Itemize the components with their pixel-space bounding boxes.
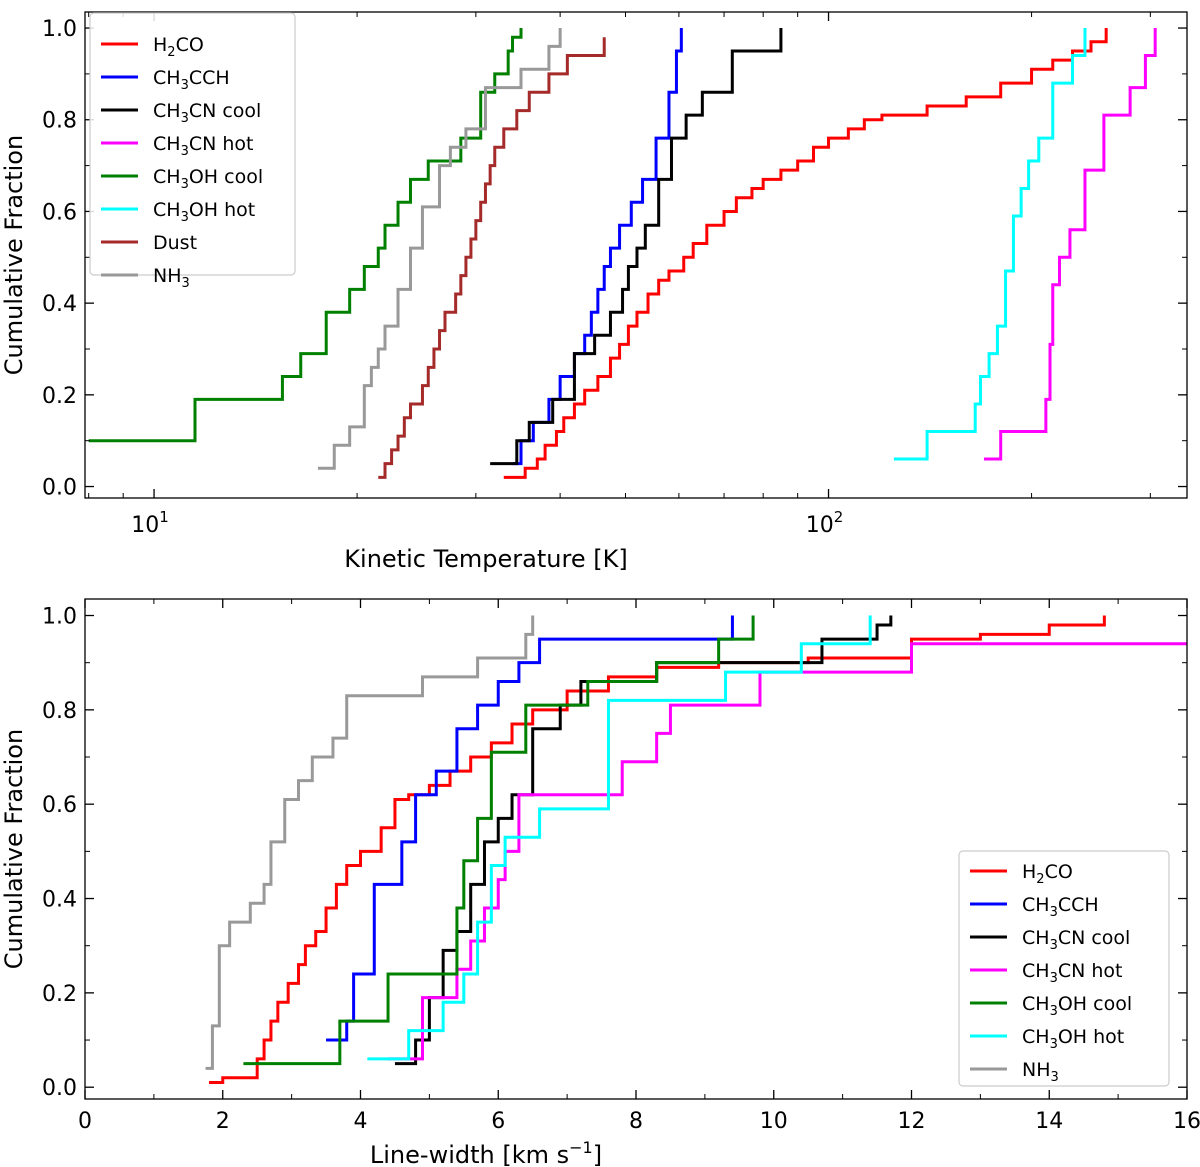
bottom-x-tick-label: 12 (898, 1109, 926, 1134)
bottom-y-tick-label: 0.4 (42, 888, 77, 913)
bottom-x-axis-label: Line-width [km s−1] (370, 1138, 602, 1167)
bottom-x-tick-label: 14 (1035, 1109, 1063, 1134)
bottom-legend-label: CH3OH hot (1022, 1026, 1124, 1052)
top-legend-label: CH3OH hot (153, 199, 255, 225)
bottom-y-tick-label: 0.8 (42, 699, 77, 724)
bottom-legend-box (958, 850, 1170, 1087)
bottom-x-tick-label: 0 (78, 1109, 92, 1134)
top-series-ch3cch (512, 28, 683, 466)
top-legend-entry-h2co: H2CO (101, 34, 204, 60)
top-legend-entry-ch3cch: CH3CCH (101, 67, 230, 93)
top-series-dust (378, 37, 606, 479)
bottom-x-tick-label: 6 (491, 1109, 505, 1134)
top-legend: H2CO CH3CCH CH3CN cool CH3CN hot CH3OH cool C… (89, 12, 296, 291)
bottom-x-tick-label: 10 (760, 1109, 788, 1134)
bottom-series-group (205, 615, 1187, 1084)
top-x-axis-label: Kinetic Temperature [K] (344, 545, 627, 573)
bottom-x-tick-label: 4 (354, 1109, 368, 1134)
bottom-legend-entry-ch3oh-hot: CH3OH hot (970, 1026, 1124, 1052)
bottom-legend-label: CH3OH cool (1022, 993, 1132, 1019)
bottom-legend-entry-ch3cch: CH3CCH (970, 894, 1099, 920)
bottom-panel-line-width: 0.0 0.2 0.4 0.6 0.8 1.0 0 2 4 6 8 10 12 14 16 Line-widt… (0, 598, 1200, 1167)
top-series-ch3cn-hot (983, 28, 1157, 461)
bottom-series-nh3 (205, 615, 535, 1070)
top-y-axis-label: Cumulative Fraction (0, 135, 28, 375)
top-y-tick-label: 0.4 (42, 292, 77, 317)
top-series-nh3 (317, 28, 562, 470)
top-legend-entry-ch3oh-cool: CH3OH cool (101, 166, 263, 192)
bottom-x-tick-label: 8 (629, 1109, 643, 1134)
bottom-series-ch3oh-cool (243, 615, 755, 1066)
top-legend-entry-ch3cn-hot: CH3CN hot (101, 133, 253, 159)
top-y-tick-label: 0.0 (42, 476, 77, 501)
top-y-tick-label: 0.6 (42, 200, 77, 225)
top-legend-label: CH3CN hot (153, 133, 253, 159)
top-x-tick-label: 102 (806, 508, 844, 538)
bottom-legend-label: CH3CCH (1022, 894, 1099, 920)
bottom-legend-label: NH3 (1022, 1059, 1059, 1085)
top-legend-label: CH3OH cool (153, 166, 263, 192)
bottom-legend-label: CH3CN hot (1022, 960, 1122, 986)
bottom-series-ch3cch (326, 615, 734, 1042)
top-legend-box (89, 12, 296, 276)
top-axes-frame (84, 11, 1188, 499)
top-legend-label: Dust (153, 232, 197, 254)
bottom-y-tick-label: 0.0 (42, 1076, 77, 1101)
top-legend-label: CH3CN cool (153, 100, 261, 126)
top-y-tick-label: 1.0 (42, 17, 77, 42)
top-legend-entry-ch3oh-hot: CH3OH hot (101, 199, 255, 225)
bottom-legend-entry-h2co: H2CO (970, 861, 1073, 887)
top-legend-entry-nh3: NH3 (101, 265, 190, 291)
top-legend-label: CH3CCH (153, 67, 230, 93)
top-legend-label: H2CO (153, 34, 204, 60)
top-panel-kinetic-temperature: 0.0 0.2 0.4 0.6 0.8 1.0 101 102 Kinetic Temperat… (0, 11, 1188, 573)
bottom-y-tick-label: 1.0 (42, 605, 77, 630)
top-series-ch3oh-hot (893, 28, 1087, 461)
top-y-tick-label: 0.2 (42, 384, 77, 409)
bottom-y-axis-label: Cumulative Fraction (0, 729, 28, 969)
bottom-legend-entry-ch3cn-hot: CH3CN hot (970, 960, 1122, 986)
top-legend-label: NH3 (153, 265, 190, 291)
top-series-h2co (503, 28, 1108, 479)
top-y-tick-label: 0.8 (42, 109, 77, 134)
bottom-series-ch3oh-hot (367, 615, 872, 1061)
top-series-group (88, 28, 1157, 479)
bottom-legend: H2CO CH3CCH CH3CN cool CH3CN hot CH3OH cool C… (958, 850, 1170, 1087)
bottom-x-tick-label: 2 (216, 1109, 230, 1134)
bottom-y-tick-label: 0.6 (42, 793, 77, 818)
top-legend-entry-ch3cn-cool: CH3CN cool (101, 100, 261, 126)
bottom-x-tick-label: 16 (1173, 1109, 1200, 1134)
bottom-series-ch3cn-hot (388, 642, 1187, 1061)
bottom-legend-entry-ch3cn-cool: CH3CN cool (970, 927, 1130, 953)
bottom-legend-label: H2CO (1022, 861, 1073, 887)
bottom-y-tick-label: 0.2 (42, 982, 77, 1007)
top-series-ch3oh-cool (88, 28, 523, 443)
bottom-series-h2co (208, 615, 1106, 1084)
top-legend-entry-dust: Dust (101, 232, 197, 254)
bottom-legend-entry-nh3: NH3 (970, 1059, 1059, 1085)
bottom-legend-entry-ch3oh-cool: CH3OH cool (970, 993, 1132, 1019)
bottom-legend-label: CH3CN cool (1022, 927, 1130, 953)
top-series-ch3cn-cool (490, 28, 783, 466)
top-x-tick-label: 101 (131, 508, 169, 538)
